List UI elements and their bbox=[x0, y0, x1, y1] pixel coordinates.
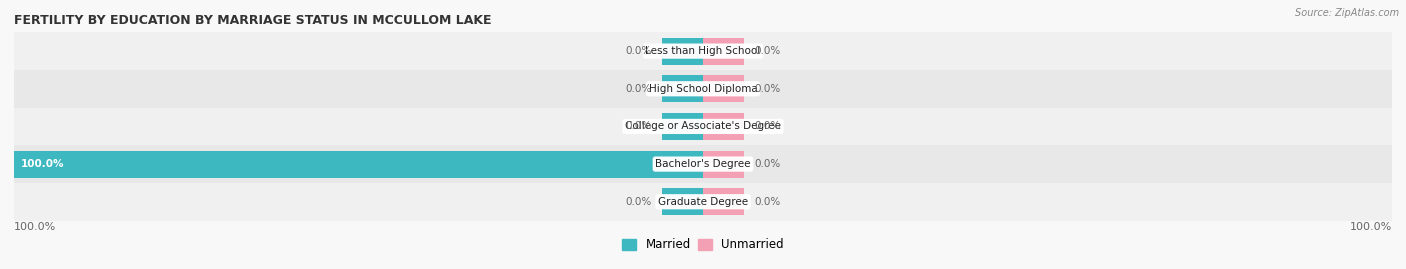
Text: 0.0%: 0.0% bbox=[626, 84, 651, 94]
Bar bbox=[703, 113, 744, 140]
Bar bbox=[703, 75, 744, 102]
Bar bbox=[14, 108, 1392, 145]
Text: Source: ZipAtlas.com: Source: ZipAtlas.com bbox=[1295, 8, 1399, 18]
Bar bbox=[14, 70, 1392, 108]
Bar bbox=[14, 32, 1392, 70]
Text: 0.0%: 0.0% bbox=[755, 197, 780, 207]
Text: 0.0%: 0.0% bbox=[626, 46, 651, 56]
Text: FERTILITY BY EDUCATION BY MARRIAGE STATUS IN MCCULLOM LAKE: FERTILITY BY EDUCATION BY MARRIAGE STATU… bbox=[14, 14, 492, 27]
Text: 0.0%: 0.0% bbox=[755, 46, 780, 56]
Bar bbox=[662, 113, 703, 140]
Text: High School Diploma: High School Diploma bbox=[648, 84, 758, 94]
Bar bbox=[703, 151, 744, 178]
Text: 0.0%: 0.0% bbox=[626, 121, 651, 132]
Text: Bachelor's Degree: Bachelor's Degree bbox=[655, 159, 751, 169]
Bar bbox=[703, 38, 744, 65]
Text: 100.0%: 100.0% bbox=[1350, 222, 1392, 232]
Text: 0.0%: 0.0% bbox=[755, 84, 780, 94]
Bar bbox=[14, 145, 1392, 183]
Bar bbox=[14, 183, 1392, 221]
Bar bbox=[662, 188, 703, 215]
Legend: Married, Unmarried: Married, Unmarried bbox=[617, 234, 789, 256]
Text: 0.0%: 0.0% bbox=[755, 159, 780, 169]
Bar bbox=[703, 188, 744, 215]
Text: 100.0%: 100.0% bbox=[14, 222, 56, 232]
Text: Less than High School: Less than High School bbox=[645, 46, 761, 56]
Text: 0.0%: 0.0% bbox=[755, 121, 780, 132]
Text: 0.0%: 0.0% bbox=[626, 197, 651, 207]
Bar bbox=[14, 151, 703, 178]
Text: 100.0%: 100.0% bbox=[21, 159, 65, 169]
Text: College or Associate's Degree: College or Associate's Degree bbox=[626, 121, 780, 132]
Text: Graduate Degree: Graduate Degree bbox=[658, 197, 748, 207]
Bar bbox=[662, 38, 703, 65]
Bar bbox=[662, 75, 703, 102]
